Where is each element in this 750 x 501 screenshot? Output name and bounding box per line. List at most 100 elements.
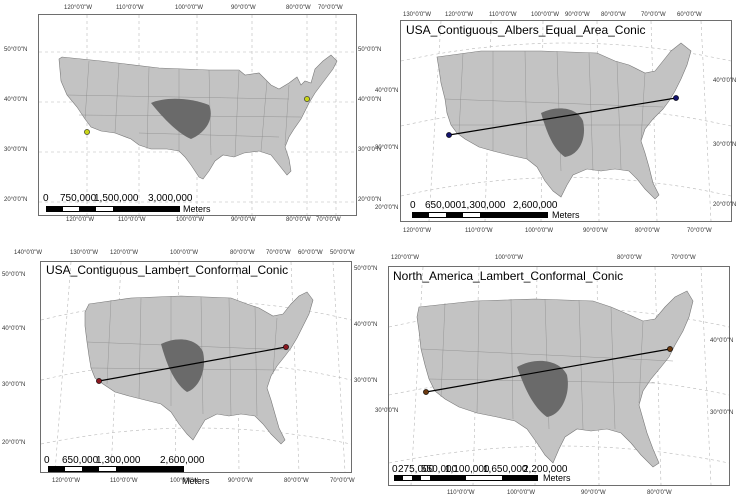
tick-bottom: 110°0'0"W <box>465 228 493 234</box>
scalebar <box>48 466 184 472</box>
tick-bottom: 90°0'0"W <box>231 217 256 223</box>
point-east <box>283 344 289 350</box>
tick-top: 60°0'0"W <box>677 12 702 18</box>
tick-right: 30°0'0"N <box>354 378 378 384</box>
point-west <box>96 378 102 384</box>
tick-right: 20°0'0"N <box>358 197 382 203</box>
tick-left: 40°0'0"N <box>375 88 399 94</box>
tick-bottom: 90°0'0"W <box>228 478 253 484</box>
scalebar-label: 2,200,000 <box>523 464 568 475</box>
tick-right: 40°0'0"N <box>358 97 382 103</box>
scalebar-label: 750,000 <box>60 193 97 204</box>
tick-top: 70°0'0"W <box>641 12 666 18</box>
tick-top: 80°0'0"W <box>230 250 255 256</box>
tick-top: 70°0'0"W <box>266 250 291 256</box>
point-west <box>446 132 452 138</box>
tick-right: 30°0'0"N <box>710 410 734 416</box>
tick-bottom: 70°0'0"W <box>316 217 341 223</box>
tick-right: 50°0'0"N <box>354 266 378 272</box>
point-east <box>304 96 310 102</box>
tick-top: 60°0'0"W <box>298 250 323 256</box>
map-panel-albers: USA_Contiguous_Albers_Equal_Area_Conic 1… <box>375 0 750 250</box>
tick-right: 40°0'0"N <box>710 338 734 344</box>
tick-bottom: 110°0'0"W <box>118 217 146 223</box>
tick-left: 50°0'0"N <box>2 272 26 278</box>
map-svg <box>400 20 732 222</box>
tick-top: 120°0'0"W <box>110 250 139 256</box>
tick-bottom: 80°0'0"W <box>635 228 660 234</box>
region-overlay <box>151 98 211 139</box>
scalebar-label: 2,600,000 <box>160 455 205 466</box>
tick-left: 50°0'0"N <box>4 47 28 53</box>
tick-right: 50°0'0"N <box>358 47 382 53</box>
tick-bottom: 80°0'0"W <box>286 217 311 223</box>
scalebar-unit: Meters <box>182 476 210 486</box>
tick-top: 110°0'0"W <box>489 12 517 18</box>
region-overlay <box>517 360 568 417</box>
route-line <box>448 97 677 136</box>
tick-left: 20°0'0"N <box>375 205 399 211</box>
panel-title: USA_Contiguous_Lambert_Conformal_Conic <box>46 263 289 277</box>
tick-bottom: 110°0'0"W <box>110 478 138 484</box>
point-east <box>667 346 673 352</box>
tick-right: 30°0'0"N <box>358 147 382 153</box>
scalebar-label: 650,000 <box>62 455 99 466</box>
tick-top: 120°0'0"W <box>391 255 420 261</box>
tick-bottom: 80°0'0"W <box>284 478 309 484</box>
tick-bottom: 100°0'0"W <box>507 490 536 496</box>
scalebar-label: 0 <box>392 464 398 475</box>
scalebar-label: 0 <box>44 455 50 466</box>
scalebar <box>412 212 548 218</box>
tick-bottom: 100°0'0"W <box>176 217 205 223</box>
scalebar-label: 1,300,000 <box>96 455 141 466</box>
tick-top: 80°0'0"W <box>617 255 642 261</box>
tick-bottom: 120°0'0"W <box>403 228 432 234</box>
scalebar-label: 1,500,000 <box>94 193 139 204</box>
tick-bottom: 110°0'0"W <box>447 490 475 496</box>
tick-top: 110°0'0"W <box>116 5 144 11</box>
tick-top: 100°0'0"W <box>495 255 524 261</box>
point-east <box>673 95 679 101</box>
tick-top: 100°0'0"W <box>175 5 204 11</box>
panel-title: USA_Contiguous_Albers_Equal_Area_Conic <box>406 23 646 37</box>
map-frame <box>38 14 357 216</box>
map-panel-lambert-usa: USA_Contiguous_Lambert_Conformal_Conic 1… <box>0 250 378 501</box>
tick-top: 130°0'0"W <box>70 250 99 256</box>
route-line <box>425 348 671 393</box>
tick-left: 30°0'0"N <box>2 382 26 388</box>
scalebar-unit: Meters <box>183 204 211 214</box>
map-svg <box>40 261 352 473</box>
route-line <box>98 346 287 382</box>
map-svg <box>388 266 730 486</box>
tick-bottom: 70°0'0"W <box>687 228 712 234</box>
tick-bottom: 120°0'0"W <box>66 217 95 223</box>
panel-title: North_America_Lambert_Conformal_Conic <box>393 269 624 283</box>
scalebar-label: 3,000,000 <box>148 193 193 204</box>
scalebar-unit: Meters <box>552 210 580 220</box>
tick-top: 120°0'0"W <box>64 5 93 11</box>
tick-bottom: 90°0'0"W <box>581 490 606 496</box>
tick-right: 40°0'0"N <box>354 322 378 328</box>
tick-top: 70°0'0"W <box>671 255 696 261</box>
tick-top: 130°0'0"W <box>403 12 432 18</box>
tick-left: 30°0'0"N <box>375 408 399 414</box>
scalebar-label: 550,000 <box>421 464 458 475</box>
tick-top: 120°0'0"W <box>445 12 474 18</box>
scalebar-label: 1,300,000 <box>461 200 506 211</box>
scalebar-label: 1,100,000 <box>445 464 490 475</box>
tick-top: 80°0'0"W <box>286 5 311 11</box>
tick-left: 40°0'0"N <box>4 97 28 103</box>
tick-top: 100°0'0"W <box>531 12 560 18</box>
point-west <box>423 389 429 395</box>
map-svg <box>39 15 356 215</box>
tick-left: 40°0'0"N <box>2 326 26 332</box>
scalebar-label: 2,600,000 <box>513 200 558 211</box>
tick-right: 20°0'0"N <box>713 202 737 208</box>
map-frame <box>40 261 352 473</box>
tick-top: 50°0'0"W <box>330 250 355 256</box>
state-borders <box>66 60 302 158</box>
tick-top: 90°0'0"W <box>231 5 256 11</box>
tick-left: 20°0'0"N <box>4 197 28 203</box>
tick-right: 30°0'0"N <box>713 142 737 148</box>
scalebar <box>394 475 538 481</box>
